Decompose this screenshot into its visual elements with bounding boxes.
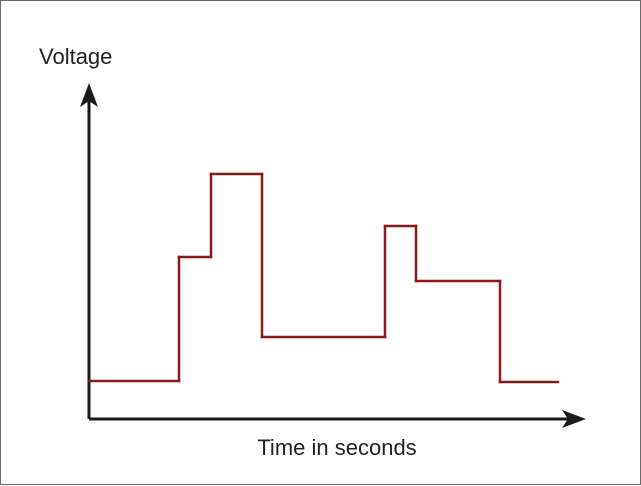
- series-layer: [87, 172, 560, 384]
- y-axis-label: Voltage: [39, 44, 112, 69]
- y-axis-arrow-icon: [80, 83, 98, 107]
- x-axis-arrow-icon: [562, 410, 586, 428]
- x-axis-label: Time in seconds: [257, 435, 416, 460]
